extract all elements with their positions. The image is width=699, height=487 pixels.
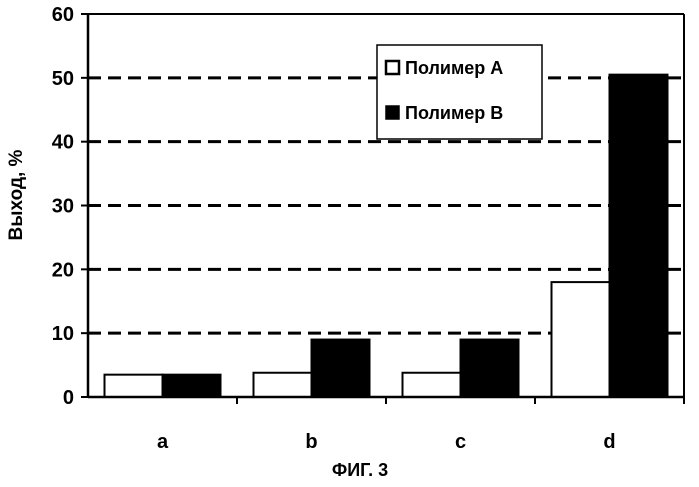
legend-swatch-polymer-a: [386, 61, 399, 74]
y-tick-label-20: 20: [52, 259, 74, 281]
x-tick-label-b: b: [305, 431, 317, 453]
x-tick-label-a: a: [157, 431, 169, 453]
bar-d-series-1: [552, 282, 610, 397]
bar-c-series-1: [403, 373, 461, 397]
x-tick-labels: a b c d: [157, 431, 616, 453]
legend: Полимер A Полимер B: [377, 45, 542, 139]
y-tick-labels: 0 10 20 30 40 50 60: [52, 4, 74, 409]
x-tick-label-d: d: [603, 431, 615, 453]
bar-a-series-2: [163, 375, 221, 397]
legend-swatch-polymer-b: [386, 106, 399, 119]
bar-a-series-1: [105, 375, 163, 397]
legend-label-polymer-b: Полимер B: [405, 103, 503, 123]
y-tick-label-50: 50: [52, 68, 74, 90]
bar-b-series-1: [254, 373, 312, 397]
y-tick-label-0: 0: [63, 387, 74, 409]
figure-caption: ФИГ. 3: [332, 460, 388, 480]
y-tick-label-30: 30: [52, 196, 74, 218]
legend-label-polymer-a: Полимер A: [405, 58, 503, 78]
y-axis-title: Выход, %: [6, 149, 27, 240]
bar-c-series-2: [461, 340, 519, 397]
bar-d-series-2: [610, 75, 668, 397]
y-tick-label-40: 40: [52, 132, 74, 154]
y-tick-label-60: 60: [52, 4, 74, 26]
y-tick-label-10: 10: [52, 323, 74, 345]
bar-b-series-2: [312, 340, 370, 397]
x-tick-label-c: c: [455, 431, 466, 453]
